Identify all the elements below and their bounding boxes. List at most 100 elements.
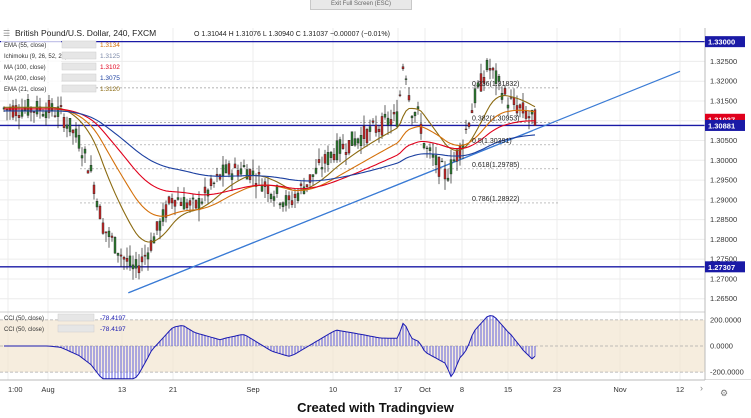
cci-line	[4, 315, 536, 380]
candle-body	[185, 202, 189, 209]
candle-body	[323, 154, 327, 164]
chart-type-icon: ☰	[3, 29, 10, 38]
settings-gear-icon[interactable]: ⚙	[720, 388, 728, 398]
cci-legend[interactable]: CCI (50, close) -78.4197 CCI (50, close) -7…	[4, 313, 126, 333]
candle-body	[476, 82, 480, 88]
indicator-legend-item[interactable]: Ichimoku (9, 26, 52, 26) 1.3125	[1, 50, 120, 60]
indicator-legend-item[interactable]: MA (100, close) 1.3102	[1, 61, 120, 71]
legend-controls-icon[interactable]	[61, 73, 97, 82]
indicator-legend-value: 1.3134	[100, 42, 120, 49]
candle-body	[335, 140, 339, 161]
cci-legend-label: CCI (50, close)	[4, 316, 44, 322]
candle-body	[146, 252, 150, 260]
time-axis-ticks: 1:00 Aug 13 21 Sep 10 17 Oct 8 15 23 Nov 12	[8, 385, 684, 394]
legend-item-background	[1, 83, 61, 93]
ma-200-line[interactable]	[4, 110, 536, 182]
candle-body	[305, 184, 309, 187]
candle-body	[221, 164, 225, 176]
candle-body	[296, 192, 300, 201]
time-axis[interactable]: 1:00 Aug 13 21 Sep 10 17 Oct 8 15 23 Nov 12	[0, 379, 751, 394]
cci-tick-label: 200.0000	[710, 315, 741, 324]
candle-body	[446, 177, 450, 181]
candle-body	[188, 200, 192, 206]
candle-body	[152, 236, 156, 244]
candle-body	[440, 160, 444, 163]
trendline[interactable]	[128, 130, 533, 294]
footer-credit: Created with Tradingview	[297, 400, 454, 415]
candle-body	[320, 167, 324, 170]
candle-body	[314, 167, 318, 174]
candle-body	[167, 196, 171, 204]
candle-body	[497, 76, 501, 82]
scroll-right-icon[interactable]: ›	[700, 383, 703, 393]
candle-body	[113, 237, 117, 254]
cci-legend-item[interactable]: CCI (50, close) -78.4197	[4, 324, 126, 333]
indicator-legend-item[interactable]: MA (200, close) 1.3075	[1, 72, 120, 82]
cci-panel[interactable]: CCI (50, close) -78.4197 CCI (50, close) -7…	[0, 311, 705, 380]
candle-body	[125, 258, 129, 262]
price-marker-text: 1.27307	[708, 263, 735, 272]
ma-100-line[interactable]	[4, 108, 535, 196]
candle-body	[164, 204, 168, 218]
candle-body	[410, 115, 414, 119]
candle-body	[413, 112, 417, 117]
time-tick-label: 10	[329, 385, 337, 394]
candle-body	[242, 165, 246, 168]
cci-legend-controls-icon[interactable]	[57, 313, 95, 322]
indicator-legend-value: 1.3102	[100, 64, 120, 71]
legend-controls-icon[interactable]	[61, 84, 97, 93]
candle-body	[170, 198, 174, 204]
exit-fullscreen-button[interactable]: Exit Full Screen (ESC)	[310, 0, 412, 10]
legend-controls-icon[interactable]	[61, 51, 97, 60]
price-marker-label	[705, 36, 745, 48]
candle-body	[140, 256, 144, 263]
indicator-legend-item[interactable]: EMA (55, close) 1.3134	[1, 39, 120, 49]
indicator-legend-label: MA (200, close)	[4, 76, 46, 82]
time-tick-label: Sep	[246, 385, 259, 394]
candle-body	[248, 169, 252, 180]
candle-body	[251, 170, 255, 176]
indicator-legend-label: MA (100, close)	[4, 65, 46, 71]
legend-controls-icon[interactable]	[61, 40, 97, 49]
candle-body	[326, 152, 330, 165]
cci-legend-item[interactable]: CCI (50, close) -78.4197	[4, 313, 126, 322]
candle-body	[233, 163, 237, 169]
indicator-legend-item[interactable]: EMA (21, close) 1.3120	[1, 83, 120, 93]
candle-body	[194, 200, 198, 209]
price-axis[interactable]: 1.325001.320001.315001.310001.305001.300…	[704, 28, 745, 380]
axis-corner	[705, 380, 751, 400]
symbol-title: British Pound/U.S. Dollar, 240, FXCM	[15, 28, 156, 38]
legend-controls-icon[interactable]	[61, 62, 97, 71]
candle-body	[209, 178, 213, 187]
cci-tick-label: -200.0000	[710, 368, 744, 377]
candle-body	[386, 117, 390, 126]
candle-body	[329, 151, 333, 158]
candle-body	[71, 129, 75, 134]
candle-body	[158, 220, 162, 231]
price-tick-label: 1.27000	[710, 274, 737, 283]
candle-body	[44, 110, 48, 119]
candle-body	[524, 111, 528, 119]
candle-body	[470, 110, 474, 114]
candle-body	[338, 139, 342, 154]
candle-body	[479, 73, 483, 92]
candle-body	[407, 95, 411, 101]
candle-body	[11, 105, 15, 118]
candle-body	[260, 185, 264, 192]
candle-body	[284, 195, 288, 206]
ema-21-line[interactable]	[4, 94, 536, 243]
candle-body	[467, 123, 471, 127]
candle-body	[281, 202, 285, 208]
candle-body	[377, 128, 381, 133]
cci-legend-controls-icon[interactable]	[57, 324, 95, 333]
candle-body	[131, 264, 135, 270]
candle-body	[365, 129, 369, 144]
time-tick-label: 13	[118, 385, 126, 394]
price-tick-label: 1.26500	[710, 294, 737, 303]
horizontal-levels	[0, 40, 705, 268]
time-tick-label: Aug	[41, 385, 54, 394]
candle-body	[527, 116, 531, 119]
candle-body	[134, 259, 138, 269]
